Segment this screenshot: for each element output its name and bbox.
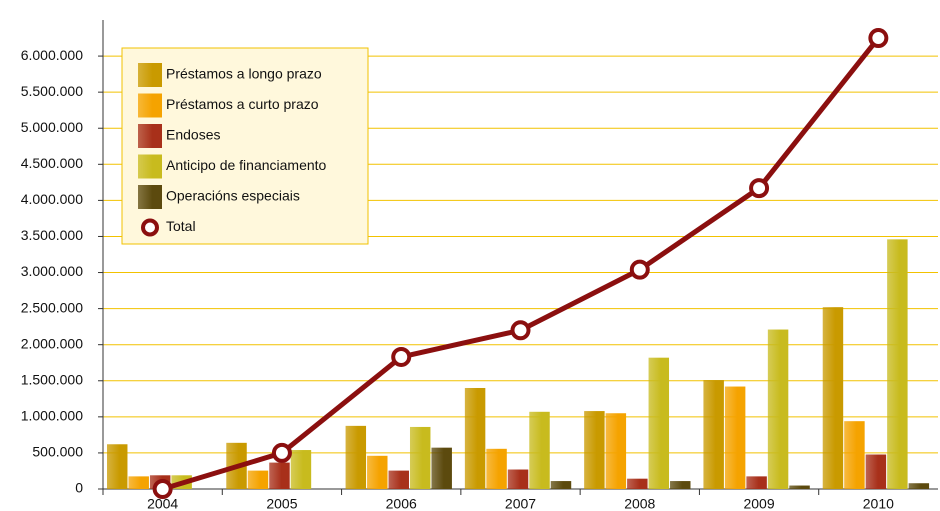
bar <box>247 470 269 489</box>
bar <box>269 462 290 489</box>
bar <box>486 448 507 489</box>
legend-swatch <box>138 154 162 179</box>
bar <box>844 421 865 489</box>
bar <box>767 329 789 489</box>
legend-swatch <box>138 63 162 87</box>
x-tick-label: 2004 <box>147 496 178 511</box>
legend-label: Préstamos a curto prazo <box>166 96 319 112</box>
bar <box>388 470 409 489</box>
bar <box>128 476 149 489</box>
marker <box>271 442 292 463</box>
bar <box>908 483 930 489</box>
y-tick-label: 5.500.000 <box>21 83 83 99</box>
y-tick-label: 1.000.000 <box>21 408 83 424</box>
bar <box>605 413 627 489</box>
x-tick-label: 2008 <box>624 496 655 511</box>
legend-swatch <box>138 93 162 118</box>
legend-label: Anticipo de financiamento <box>166 157 327 173</box>
bar <box>584 411 605 489</box>
marker <box>152 479 173 499</box>
y-tick-label: 4.500.000 <box>21 155 83 171</box>
bar <box>887 239 908 489</box>
y-tick-label: 500.000 <box>32 444 83 460</box>
y-tick-label: 4.000.000 <box>21 191 83 207</box>
y-tick-label: 5.000.000 <box>21 119 83 135</box>
y-tick-label: 2.000.000 <box>21 335 83 351</box>
legend-label: Endoses <box>166 127 220 143</box>
bar <box>822 307 844 489</box>
x-tick-label: 2009 <box>743 496 774 511</box>
legend-marker <box>141 218 159 237</box>
y-tick-label: 3.000.000 <box>21 263 83 279</box>
bar <box>724 386 746 489</box>
bar <box>529 411 550 489</box>
bar <box>367 455 388 489</box>
bar <box>507 469 529 489</box>
y-tick-label: 0 <box>75 480 83 496</box>
y-tick-label: 1.500.000 <box>21 371 83 387</box>
marker <box>391 346 412 367</box>
bar <box>290 450 312 489</box>
y-tick-label: 3.500.000 <box>21 227 83 243</box>
bar <box>431 447 452 489</box>
bar <box>648 357 670 489</box>
legend-label: Total <box>166 218 196 234</box>
marker <box>868 28 889 49</box>
y-tick-label: 6.000.000 <box>21 47 83 63</box>
bar <box>107 444 128 489</box>
bar <box>865 454 887 489</box>
bar <box>789 485 810 489</box>
x-tick-label: 2010 <box>863 496 894 511</box>
bar <box>550 481 572 489</box>
bar <box>746 476 767 489</box>
marker <box>749 178 770 199</box>
x-tick-label: 2006 <box>386 496 417 511</box>
legend-label: Préstamos a longo prazo <box>166 66 322 82</box>
legend-swatch <box>138 124 162 148</box>
x-tick-label: 2005 <box>266 496 297 511</box>
bar <box>409 426 431 489</box>
bar <box>345 425 367 489</box>
x-tick-label: 2007 <box>505 496 536 511</box>
marker <box>629 259 650 280</box>
legend-label: Operacións especiais <box>166 188 300 204</box>
legend-swatch <box>138 185 162 209</box>
marker <box>510 320 531 341</box>
bar <box>703 380 724 489</box>
legend-box <box>121 47 369 245</box>
bar <box>627 478 648 489</box>
bar <box>464 387 486 489</box>
y-tick-label: 2.500.000 <box>21 299 83 315</box>
bar <box>670 481 691 489</box>
